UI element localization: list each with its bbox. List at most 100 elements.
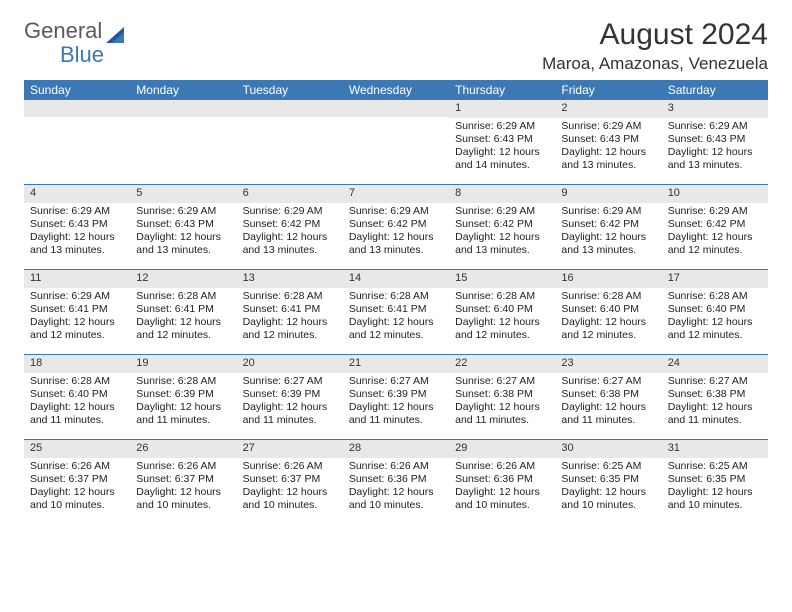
day-cell: 7Sunrise: 6:29 AMSunset: 6:42 PMDaylight… (343, 185, 449, 269)
daylight-text: Daylight: 12 hours and 11 minutes. (561, 401, 655, 427)
sunset-text: Sunset: 6:42 PM (561, 218, 655, 231)
day-info: Sunrise: 6:28 AMSunset: 6:41 PMDaylight:… (343, 288, 449, 347)
sunrise-text: Sunrise: 6:26 AM (243, 460, 337, 473)
day-cell: 10Sunrise: 6:29 AMSunset: 6:42 PMDayligh… (662, 185, 768, 269)
day-info: Sunrise: 6:28 AMSunset: 6:41 PMDaylight:… (130, 288, 236, 347)
daylight-text: Daylight: 12 hours and 10 minutes. (561, 486, 655, 512)
sunrise-text: Sunrise: 6:25 AM (561, 460, 655, 473)
day-cell: 25Sunrise: 6:26 AMSunset: 6:37 PMDayligh… (24, 440, 130, 524)
logo-sail-icon (104, 26, 128, 44)
day-cell: 30Sunrise: 6:25 AMSunset: 6:35 PMDayligh… (555, 440, 661, 524)
day-info: Sunrise: 6:28 AMSunset: 6:40 PMDaylight:… (449, 288, 555, 347)
day-cell: 4Sunrise: 6:29 AMSunset: 6:43 PMDaylight… (24, 185, 130, 269)
weekday-col: Monday (130, 80, 236, 100)
week-row: 18Sunrise: 6:28 AMSunset: 6:40 PMDayligh… (24, 354, 768, 439)
daylight-text: Daylight: 12 hours and 12 minutes. (561, 316, 655, 342)
daylight-text: Daylight: 12 hours and 12 minutes. (455, 316, 549, 342)
sunset-text: Sunset: 6:35 PM (668, 473, 762, 486)
daylight-text: Daylight: 12 hours and 11 minutes. (136, 401, 230, 427)
sunrise-text: Sunrise: 6:27 AM (349, 375, 443, 388)
day-info: Sunrise: 6:28 AMSunset: 6:40 PMDaylight:… (662, 288, 768, 347)
day-info: Sunrise: 6:28 AMSunset: 6:40 PMDaylight:… (24, 373, 130, 432)
sunrise-text: Sunrise: 6:29 AM (30, 205, 124, 218)
day-number: 11 (24, 270, 130, 288)
day-info: Sunrise: 6:29 AMSunset: 6:43 PMDaylight:… (662, 118, 768, 177)
sunrise-text: Sunrise: 6:28 AM (30, 375, 124, 388)
sunset-text: Sunset: 6:42 PM (455, 218, 549, 231)
daylight-text: Daylight: 12 hours and 12 minutes. (668, 231, 762, 257)
day-info: Sunrise: 6:29 AMSunset: 6:42 PMDaylight:… (449, 203, 555, 262)
sunrise-text: Sunrise: 6:28 AM (561, 290, 655, 303)
sunrise-text: Sunrise: 6:28 AM (136, 375, 230, 388)
daylight-text: Daylight: 12 hours and 11 minutes. (455, 401, 549, 427)
day-cell: 28Sunrise: 6:26 AMSunset: 6:36 PMDayligh… (343, 440, 449, 524)
day-cell: 12Sunrise: 6:28 AMSunset: 6:41 PMDayligh… (130, 270, 236, 354)
weekday-col: Friday (555, 80, 661, 100)
day-number: 1 (449, 100, 555, 118)
weekday-col: Saturday (662, 80, 768, 100)
day-info: Sunrise: 6:26 AMSunset: 6:37 PMDaylight:… (130, 458, 236, 517)
daylight-text: Daylight: 12 hours and 13 minutes. (561, 231, 655, 257)
day-number: 31 (662, 440, 768, 458)
day-cell: 19Sunrise: 6:28 AMSunset: 6:39 PMDayligh… (130, 355, 236, 439)
sunset-text: Sunset: 6:40 PM (30, 388, 124, 401)
sunrise-text: Sunrise: 6:29 AM (668, 120, 762, 133)
day-number: 6 (237, 185, 343, 203)
day-info: Sunrise: 6:29 AMSunset: 6:42 PMDaylight:… (555, 203, 661, 262)
day-number: 2 (555, 100, 661, 118)
logo: General Blue (24, 18, 128, 68)
day-number: 12 (130, 270, 236, 288)
daylight-text: Daylight: 12 hours and 13 minutes. (30, 231, 124, 257)
sunset-text: Sunset: 6:38 PM (668, 388, 762, 401)
day-cell: 14Sunrise: 6:28 AMSunset: 6:41 PMDayligh… (343, 270, 449, 354)
daylight-text: Daylight: 12 hours and 13 minutes. (349, 231, 443, 257)
week-row: 1Sunrise: 6:29 AMSunset: 6:43 PMDaylight… (24, 100, 768, 184)
day-cell: 24Sunrise: 6:27 AMSunset: 6:38 PMDayligh… (662, 355, 768, 439)
day-cell (237, 100, 343, 184)
day-info: Sunrise: 6:28 AMSunset: 6:39 PMDaylight:… (130, 373, 236, 432)
day-number: 19 (130, 355, 236, 373)
sunset-text: Sunset: 6:42 PM (243, 218, 337, 231)
day-cell: 3Sunrise: 6:29 AMSunset: 6:43 PMDaylight… (662, 100, 768, 184)
sunset-text: Sunset: 6:42 PM (349, 218, 443, 231)
daylight-text: Daylight: 12 hours and 13 minutes. (243, 231, 337, 257)
sunrise-text: Sunrise: 6:27 AM (455, 375, 549, 388)
day-number: 29 (449, 440, 555, 458)
sunrise-text: Sunrise: 6:27 AM (243, 375, 337, 388)
day-info: Sunrise: 6:27 AMSunset: 6:38 PMDaylight:… (555, 373, 661, 432)
day-cell: 13Sunrise: 6:28 AMSunset: 6:41 PMDayligh… (237, 270, 343, 354)
sunset-text: Sunset: 6:43 PM (668, 133, 762, 146)
daylight-text: Daylight: 12 hours and 11 minutes. (30, 401, 124, 427)
daylight-text: Daylight: 12 hours and 13 minutes. (561, 146, 655, 172)
daylight-text: Daylight: 12 hours and 10 minutes. (668, 486, 762, 512)
day-number: 3 (662, 100, 768, 118)
sunset-text: Sunset: 6:41 PM (243, 303, 337, 316)
sunset-text: Sunset: 6:35 PM (561, 473, 655, 486)
day-info: Sunrise: 6:26 AMSunset: 6:37 PMDaylight:… (237, 458, 343, 517)
day-cell: 22Sunrise: 6:27 AMSunset: 6:38 PMDayligh… (449, 355, 555, 439)
daylight-text: Daylight: 12 hours and 13 minutes. (136, 231, 230, 257)
logo-text-1: General (24, 18, 102, 44)
sunrise-text: Sunrise: 6:28 AM (349, 290, 443, 303)
day-cell: 16Sunrise: 6:28 AMSunset: 6:40 PMDayligh… (555, 270, 661, 354)
sunset-text: Sunset: 6:41 PM (30, 303, 124, 316)
sunrise-text: Sunrise: 6:27 AM (561, 375, 655, 388)
week-row: 25Sunrise: 6:26 AMSunset: 6:37 PMDayligh… (24, 439, 768, 524)
location: Maroa, Amazonas, Venezuela (542, 54, 768, 74)
sunset-text: Sunset: 6:40 PM (668, 303, 762, 316)
header-bar: General Blue August 2024 Maroa, Amazonas… (24, 18, 768, 74)
sunrise-text: Sunrise: 6:25 AM (668, 460, 762, 473)
daylight-text: Daylight: 12 hours and 13 minutes. (668, 146, 762, 172)
weekday-col: Thursday (449, 80, 555, 100)
sunrise-text: Sunrise: 6:29 AM (561, 120, 655, 133)
sunset-text: Sunset: 6:41 PM (136, 303, 230, 316)
sunset-text: Sunset: 6:41 PM (349, 303, 443, 316)
daylight-text: Daylight: 12 hours and 10 minutes. (243, 486, 337, 512)
day-number (237, 100, 343, 117)
day-number (24, 100, 130, 117)
day-number: 25 (24, 440, 130, 458)
week-row: 11Sunrise: 6:29 AMSunset: 6:41 PMDayligh… (24, 269, 768, 354)
day-info: Sunrise: 6:29 AMSunset: 6:42 PMDaylight:… (662, 203, 768, 262)
day-cell: 23Sunrise: 6:27 AMSunset: 6:38 PMDayligh… (555, 355, 661, 439)
month-title: August 2024 (542, 18, 768, 52)
